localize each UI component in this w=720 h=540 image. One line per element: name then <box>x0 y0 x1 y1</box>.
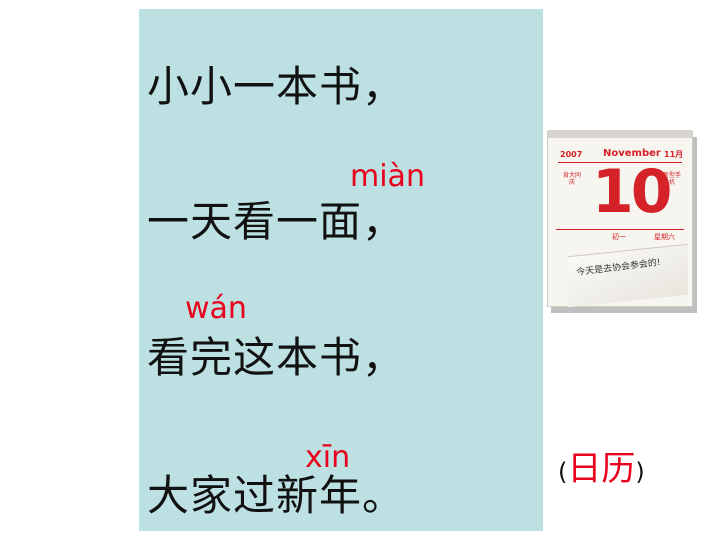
riddle-line-4: 大家过新年。 <box>147 471 406 520</box>
calendar-info-row: 初一 星期六 <box>556 229 684 244</box>
pinyin-wan: wán <box>185 291 247 326</box>
calendar-lunar: 初一 <box>612 233 626 241</box>
answer-open-paren: ( <box>558 458 568 486</box>
calendar-day: 10 <box>592 157 672 227</box>
calendar-page: 2007 November 11月 肯大同庆 10 新型手机 初一 星期六 今天… <box>547 130 693 308</box>
calendar-weekday: 星期六 <box>654 233 675 241</box>
calendar-side-left: 肯大同庆 <box>562 172 581 187</box>
riddle-panel: 小小一本书， miàn 一天看一面， wán 看完这本书， xīn 大家过新年。 <box>139 9 543 531</box>
calendar-divider <box>558 162 682 163</box>
calendar-month-number: 11月 <box>664 150 684 159</box>
calendar-side-right: 新型手机 <box>662 172 681 187</box>
tear-off-calendar-image: 2007 November 11月 肯大同庆 10 新型手机 初一 星期六 今天… <box>547 130 697 317</box>
calendar-month: November <box>603 148 661 159</box>
answer-close-paren: ) <box>635 458 645 486</box>
answer-word: 日历 <box>567 449 636 489</box>
riddle-line-3: 看完这本书， <box>147 333 406 382</box>
calendar-binding <box>548 130 692 138</box>
pinyin-xin: xīn <box>305 440 351 475</box>
riddle-line-1: 小小一本书， <box>147 62 406 111</box>
riddle-line-2: 一天看一面， <box>147 197 406 246</box>
calendar-year: 2007 <box>560 150 583 159</box>
pinyin-mian: miàn <box>350 159 425 194</box>
answer-label: (日历) <box>558 452 645 486</box>
